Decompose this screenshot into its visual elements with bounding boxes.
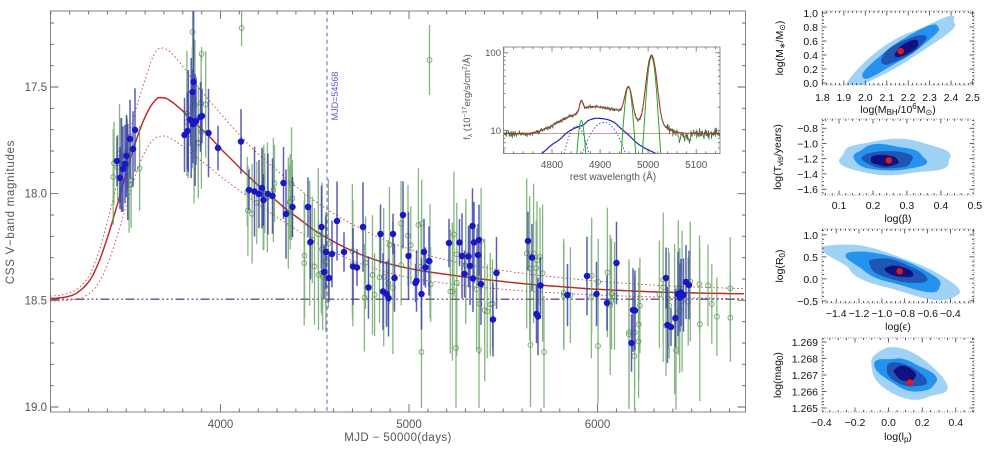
svg-text:19.0: 19.0 <box>25 402 47 414</box>
svg-text:0.6: 0.6 <box>803 36 818 48</box>
svg-text:0.4: 0.4 <box>803 50 818 62</box>
svg-text:fλ (10−17erg/s/cm2/Å): fλ (10−17erg/s/cm2/Å) <box>462 54 475 140</box>
svg-text:18.5: 18.5 <box>25 295 47 307</box>
svg-text:1.8: 1.8 <box>815 92 830 104</box>
svg-text:−0.4: −0.4 <box>940 308 961 320</box>
svg-text:2.3: 2.3 <box>922 92 937 104</box>
svg-text:−1.2: −1.2 <box>797 154 818 166</box>
svg-text:0.2: 0.2 <box>915 417 930 429</box>
svg-text:0.1: 0.1 <box>832 200 847 212</box>
svg-text:log(β): log(β) <box>884 213 911 225</box>
svg-text:5000: 5000 <box>396 419 422 431</box>
svg-text:17.5: 17.5 <box>25 82 47 94</box>
svg-text:rest wavelength (Å): rest wavelength (Å) <box>570 170 656 183</box>
svg-text:2.4: 2.4 <box>944 92 959 104</box>
svg-text:log(R0): log(R0) <box>774 249 787 282</box>
svg-text:log(mag0): log(mag0) <box>772 352 785 398</box>
svg-text:log(ϵ): log(ϵ) <box>885 321 911 333</box>
svg-text:−0.8: −0.8 <box>894 308 915 320</box>
svg-text:4000: 4000 <box>208 419 234 431</box>
svg-text:4900: 4900 <box>589 160 612 171</box>
svg-text:−0.2: −0.2 <box>845 417 866 429</box>
svg-text:1.9: 1.9 <box>836 92 851 104</box>
svg-text:−1.0: −1.0 <box>872 308 893 320</box>
svg-text:0.3: 0.3 <box>900 200 915 212</box>
svg-text:0.0: 0.0 <box>803 78 818 90</box>
svg-text:0.5: 0.5 <box>803 252 818 264</box>
svg-text:−0.5: −0.5 <box>797 296 818 308</box>
svg-text:MJD − 50000(days): MJD − 50000(days) <box>344 432 451 444</box>
svg-text:0.4: 0.4 <box>948 417 963 429</box>
svg-text:1.0: 1.0 <box>803 8 818 20</box>
svg-text:1.267: 1.267 <box>792 370 818 382</box>
svg-text:18.0: 18.0 <box>25 189 47 201</box>
svg-text:−1.6: −1.6 <box>797 184 818 196</box>
svg-text:2.5: 2.5 <box>965 92 980 104</box>
svg-text:1.266: 1.266 <box>792 387 818 399</box>
svg-text:10: 10 <box>490 126 501 137</box>
svg-text:−1.4: −1.4 <box>826 308 847 320</box>
svg-text:−0.4: −0.4 <box>811 417 832 429</box>
svg-text:−0.8: −0.8 <box>797 123 818 135</box>
svg-text:0.0: 0.0 <box>803 274 818 286</box>
svg-text:0.2: 0.2 <box>803 64 818 76</box>
svg-text:CSS V−band magnitudes: CSS V−band magnitudes <box>5 140 17 284</box>
svg-text:0.5: 0.5 <box>967 200 982 212</box>
svg-text:−1.2: −1.2 <box>849 308 870 320</box>
svg-text:2.1: 2.1 <box>879 92 894 104</box>
svg-text:−0.6: −0.6 <box>917 308 938 320</box>
svg-text:5100: 5100 <box>685 160 708 171</box>
svg-text:log(M∗/M⊙): log(M∗/M⊙) <box>774 21 787 76</box>
svg-text:0.2: 0.2 <box>866 200 881 212</box>
svg-text:log(MBH/106M⊙): log(MBH/106M⊙) <box>860 102 935 117</box>
svg-text:MJD=54568: MJD=54568 <box>330 72 340 121</box>
svg-text:1.0: 1.0 <box>803 230 818 242</box>
svg-text:−1.4: −1.4 <box>797 169 818 181</box>
svg-text:0.0: 0.0 <box>881 417 896 429</box>
svg-text:0.4: 0.4 <box>934 200 949 212</box>
svg-text:1.268: 1.268 <box>792 354 818 366</box>
svg-text:1.265: 1.265 <box>792 403 818 415</box>
svg-text:1.269: 1.269 <box>792 337 818 349</box>
svg-text:log(lp): log(lp) <box>884 431 912 444</box>
svg-text:2.0: 2.0 <box>858 92 873 104</box>
svg-text:2.2: 2.2 <box>901 92 916 104</box>
svg-text:4800: 4800 <box>541 160 564 171</box>
svg-text:0.8: 0.8 <box>803 22 818 34</box>
svg-text:−1.0: −1.0 <box>797 138 818 150</box>
svg-text:100: 100 <box>485 48 501 59</box>
svg-text:6000: 6000 <box>585 419 611 431</box>
svg-text:log(Tvis/years): log(Tvis/years) <box>772 124 785 190</box>
svg-text:5000: 5000 <box>637 160 660 171</box>
